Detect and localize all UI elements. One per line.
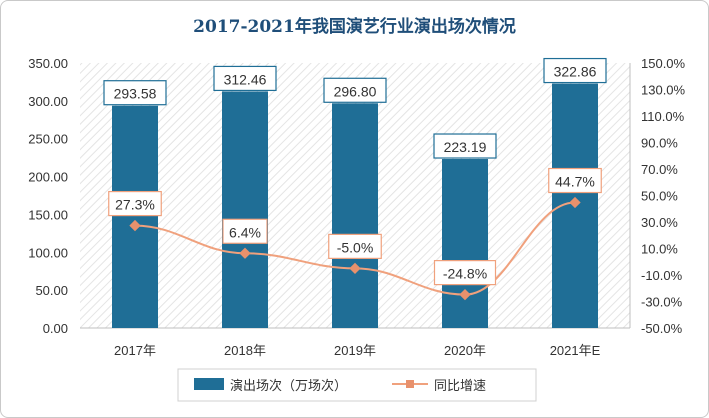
bar <box>222 91 268 328</box>
growth-label-box <box>548 167 602 194</box>
bar-value-label: 223.19 <box>444 139 487 155</box>
y-right-tick-label: 150.0% <box>641 56 686 71</box>
growth-point <box>349 262 361 275</box>
y-right-tick-label: 30.0% <box>641 215 678 230</box>
bar-value-label-box <box>213 65 277 92</box>
growth-label-box <box>108 190 162 217</box>
y-right-tick-label: -30.0% <box>641 295 683 310</box>
y-left-tick-label: 150.00 <box>28 207 68 222</box>
x-tick-label: 2019年 <box>334 343 376 358</box>
growth-point <box>239 247 251 259</box>
bar-value-label-box <box>103 80 167 106</box>
growth-point <box>569 196 581 209</box>
bar-value-label-box <box>543 57 607 84</box>
legend-bar-label: 演出场次（万场次） <box>230 378 347 394</box>
growth-point <box>129 219 141 232</box>
x-tick-label: 2018年 <box>224 343 266 358</box>
y-left-tick-label: 100.00 <box>28 245 68 260</box>
y-right-tick-label: -50.0% <box>641 321 683 336</box>
growth-label-box <box>433 260 497 286</box>
growth-label: -24.8% <box>443 266 487 282</box>
x-tick-label: 2021年E <box>550 343 601 358</box>
y-right-tick-label: 130.0% <box>641 83 686 98</box>
bar <box>442 159 488 328</box>
y-left-tick-label: 300.00 <box>28 94 68 109</box>
y-left-tick-label: 350.00 <box>28 56 68 71</box>
growth-label: 27.3% <box>115 197 155 213</box>
y-right-tick-label: 70.0% <box>641 162 678 177</box>
legend <box>177 368 537 402</box>
y-right-tick-label: 10.0% <box>641 242 678 257</box>
bar-value-label: 293.58 <box>114 86 157 102</box>
bar-value-label: 296.80 <box>334 83 377 99</box>
bar <box>332 103 378 328</box>
growth-label-box <box>222 218 268 244</box>
growth-label: 6.4% <box>229 224 261 240</box>
y-left-tick-label: 200.00 <box>28 170 68 185</box>
y-right-tick-label: 50.0% <box>641 189 678 204</box>
bar-value-label-box <box>323 77 387 103</box>
legend-line-label: 同比增速 <box>434 379 486 394</box>
legend-bar-swatch <box>194 378 224 390</box>
y-right-tick-label: -10.0% <box>641 268 683 283</box>
y-left-tick-label: 50.00 <box>35 283 68 298</box>
legend-line-marker <box>406 380 414 388</box>
x-tick-label: 2017年 <box>114 343 156 358</box>
y-right-tick-label: 90.0% <box>641 136 678 151</box>
x-tick-label: 2020年 <box>444 343 486 358</box>
bar-value-label: 312.46 <box>224 71 267 87</box>
y-left-tick-label: 0.00 <box>43 321 68 336</box>
bar-value-label: 322.86 <box>554 64 597 80</box>
bar <box>112 105 158 328</box>
growth-label-box <box>328 233 382 259</box>
chart-title: 2017-2021年我国演艺行业演出场次情况 <box>193 17 516 37</box>
growth-label: -5.0% <box>337 239 374 255</box>
growth-label: 44.7% <box>555 174 595 190</box>
y-right-tick-label: 110.0% <box>641 109 685 124</box>
bar-value-label-box <box>433 133 497 159</box>
y-left-tick-label: 250.00 <box>28 132 68 147</box>
growth-point <box>459 288 471 301</box>
